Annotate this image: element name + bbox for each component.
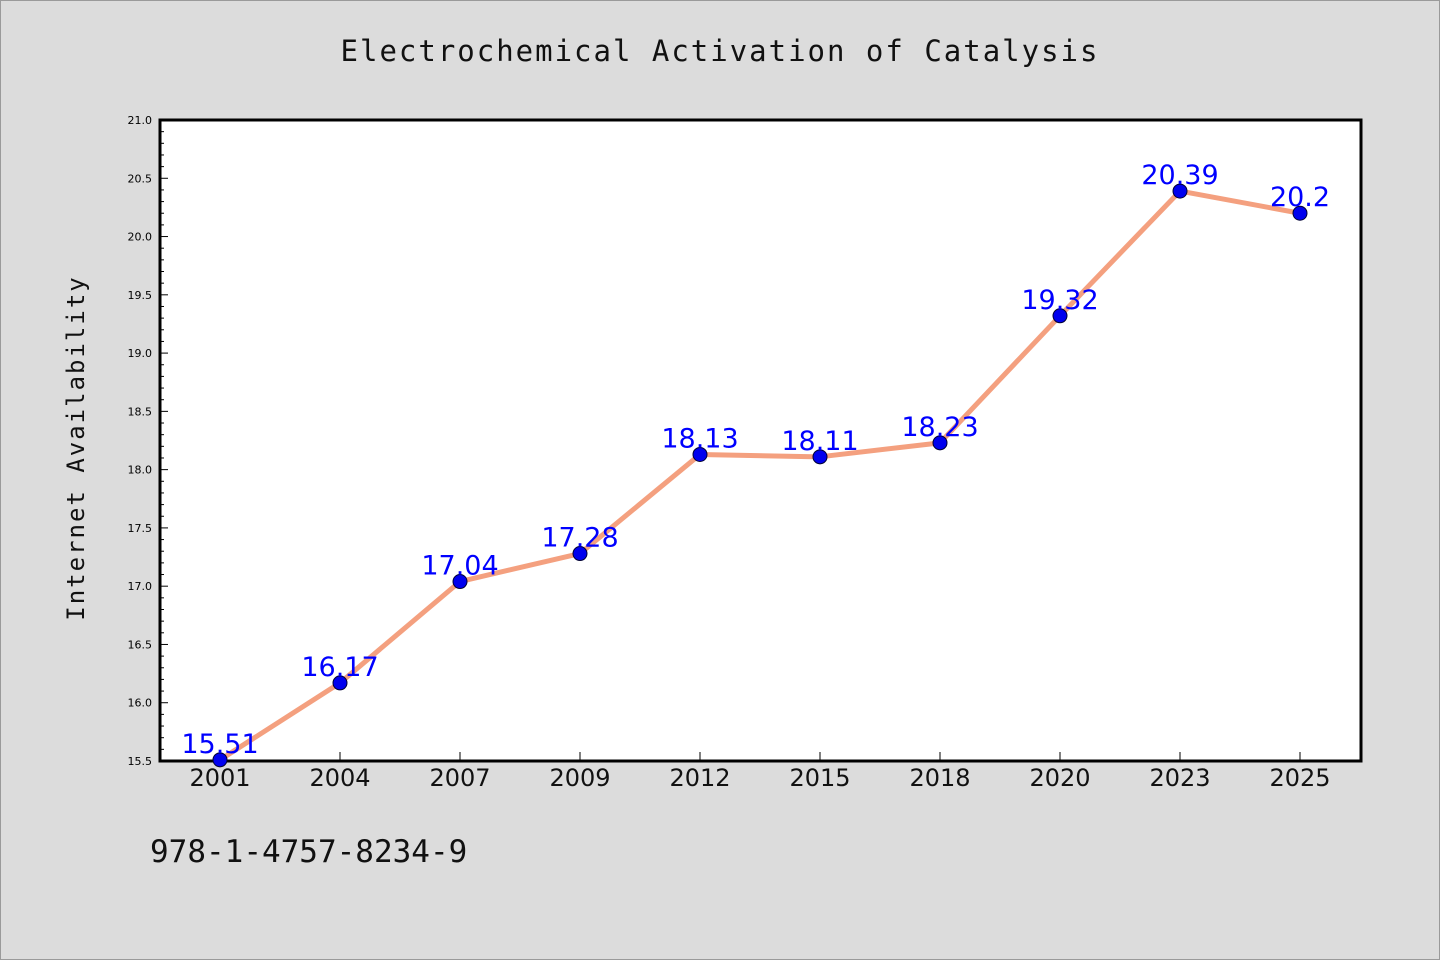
y-tick-label: 15.5 <box>128 755 153 768</box>
data-label: 20.39 <box>1141 160 1218 191</box>
data-label: 16.17 <box>301 652 378 683</box>
series-line <box>218 188 1301 762</box>
y-tick-label: 20.5 <box>128 172 153 185</box>
x-tick-label: 2009 <box>549 764 610 792</box>
data-point <box>212 752 228 768</box>
x-tick-label: 2025 <box>1269 764 1330 792</box>
x-tick-label: 2023 <box>1149 764 1210 792</box>
y-tick-label: 18.5 <box>128 405 153 418</box>
data-point <box>332 675 348 691</box>
y-tick-label: 20.0 <box>128 231 153 244</box>
data-label: 17.28 <box>541 523 618 554</box>
data-label: 19.32 <box>1021 285 1098 316</box>
footer-code: 978-1-4757-8234-9 <box>150 834 468 870</box>
x-tick-label: 2007 <box>429 764 490 792</box>
y-tick-label: 17.0 <box>128 580 153 593</box>
plot-area <box>158 118 1363 763</box>
data-label: 18.13 <box>661 423 738 454</box>
data-point <box>572 546 588 562</box>
x-tick-label: 2004 <box>309 764 370 792</box>
data-point <box>452 574 468 590</box>
y-tick-label: 16.0 <box>128 697 153 710</box>
y-tick-label: 19.5 <box>128 289 153 302</box>
y-tick-label: 21.0 <box>128 114 153 127</box>
chart-title: Electrochemical Activation of Catalysis <box>340 34 1100 68</box>
data-label: 17.04 <box>421 551 498 582</box>
y-tick-label: 16.5 <box>128 638 153 651</box>
data-point <box>1292 205 1308 221</box>
x-tick-label: 2018 <box>909 764 970 792</box>
data-label: 18.23 <box>901 412 978 443</box>
y-tick-label: 19.0 <box>128 347 153 360</box>
x-tick-label: 2020 <box>1029 764 1090 792</box>
data-label: 15.51 <box>181 729 258 760</box>
x-tick-label: 2012 <box>669 764 730 792</box>
x-tick-label: 2015 <box>789 764 850 792</box>
data-point <box>692 446 708 462</box>
data-point <box>812 449 828 465</box>
data-point <box>1172 183 1188 199</box>
y-tick-label: 17.5 <box>128 522 153 535</box>
data-point <box>932 435 948 451</box>
x-tick-label: 2001 <box>189 764 250 792</box>
data-point <box>1052 308 1068 324</box>
data-label: 18.11 <box>781 426 858 457</box>
data-label: 20.2 <box>1270 182 1330 213</box>
y-tick-label: 18.0 <box>128 464 153 477</box>
